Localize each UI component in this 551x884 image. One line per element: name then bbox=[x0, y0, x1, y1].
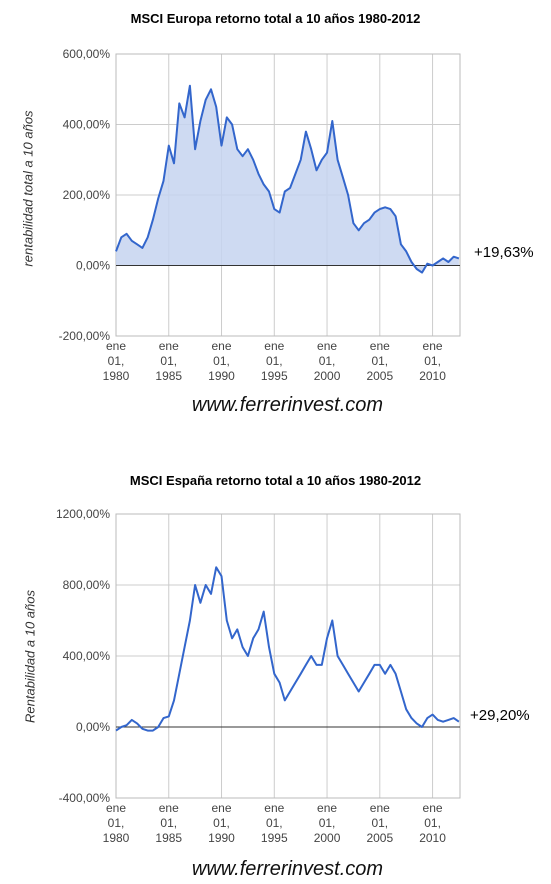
y-tick-label: 0,00% bbox=[76, 720, 110, 734]
x-tick-label: ene 01, 1995 bbox=[261, 339, 288, 383]
end-value-label: +29,20% bbox=[470, 707, 530, 724]
y-tick-label: -400,00% bbox=[59, 791, 111, 805]
watermark: www.ferrerinvest.com bbox=[191, 394, 384, 416]
plot-border bbox=[115, 53, 461, 337]
x-tick-label: ene 01, 2005 bbox=[366, 801, 393, 845]
x-tick-label: ene 01, 2005 bbox=[366, 339, 393, 383]
y-axis-label: rentabilidad total a 10 años bbox=[20, 110, 36, 267]
chart-panel-espana: MSCI España retorno total a 10 años 1980… bbox=[0, 460, 551, 884]
y-tick-label: 800,00% bbox=[63, 578, 111, 592]
y-axis-label: Rentabilidad a 10 años bbox=[22, 590, 38, 723]
x-tick-label: ene 01, 2010 bbox=[419, 801, 446, 845]
chart-panel-europa: MSCI Europa retorno total a 10 años 1980… bbox=[0, 0, 551, 430]
y-tick-label: 400,00% bbox=[63, 649, 111, 663]
y-tick-label: 0,00% bbox=[76, 259, 110, 273]
series-area bbox=[116, 85, 459, 273]
series-line bbox=[115, 84, 460, 274]
x-tick-label: ene 01, 1995 bbox=[261, 801, 288, 845]
x-tick-label: ene 01, 1980 bbox=[103, 339, 130, 383]
watermark: www.ferrerinvest.com bbox=[191, 858, 384, 880]
series-line bbox=[115, 566, 460, 732]
x-tick-label: ene 01, 2000 bbox=[314, 339, 341, 383]
x-tick-label: ene 01, 1990 bbox=[208, 339, 235, 383]
x-tick-label: ene 01, 1990 bbox=[208, 801, 235, 845]
chart-title: MSCI Europa retorno total a 10 años 1980… bbox=[130, 11, 421, 26]
y-tick-label: 200,00% bbox=[63, 188, 111, 202]
chart-svg-europa: 600,00%400,00%200,00%0,00%-200,00%ene 01,… bbox=[59, 47, 461, 383]
x-tick-label: ene 01, 1985 bbox=[155, 801, 182, 845]
y-tick-label: 400,00% bbox=[63, 118, 111, 132]
y-tick-label: 600,00% bbox=[63, 47, 111, 61]
y-tick-label: 1200,00% bbox=[56, 507, 110, 521]
end-value-label: +19,63% bbox=[474, 244, 534, 261]
x-tick-label: ene 01, 1980 bbox=[103, 801, 130, 845]
plot-border bbox=[115, 513, 461, 799]
x-tick-label: ene 01, 2000 bbox=[314, 801, 341, 845]
y-tick-label: -200,00% bbox=[59, 329, 111, 343]
chart-title: MSCI España retorno total a 10 años 1980… bbox=[129, 473, 422, 488]
chart-svg-espana: 1200,00%800,00%400,00%0,00%-400,00%ene 01… bbox=[56, 507, 461, 845]
x-tick-label: ene 01, 1985 bbox=[155, 339, 182, 383]
x-tick-label: ene 01, 2010 bbox=[419, 339, 446, 383]
